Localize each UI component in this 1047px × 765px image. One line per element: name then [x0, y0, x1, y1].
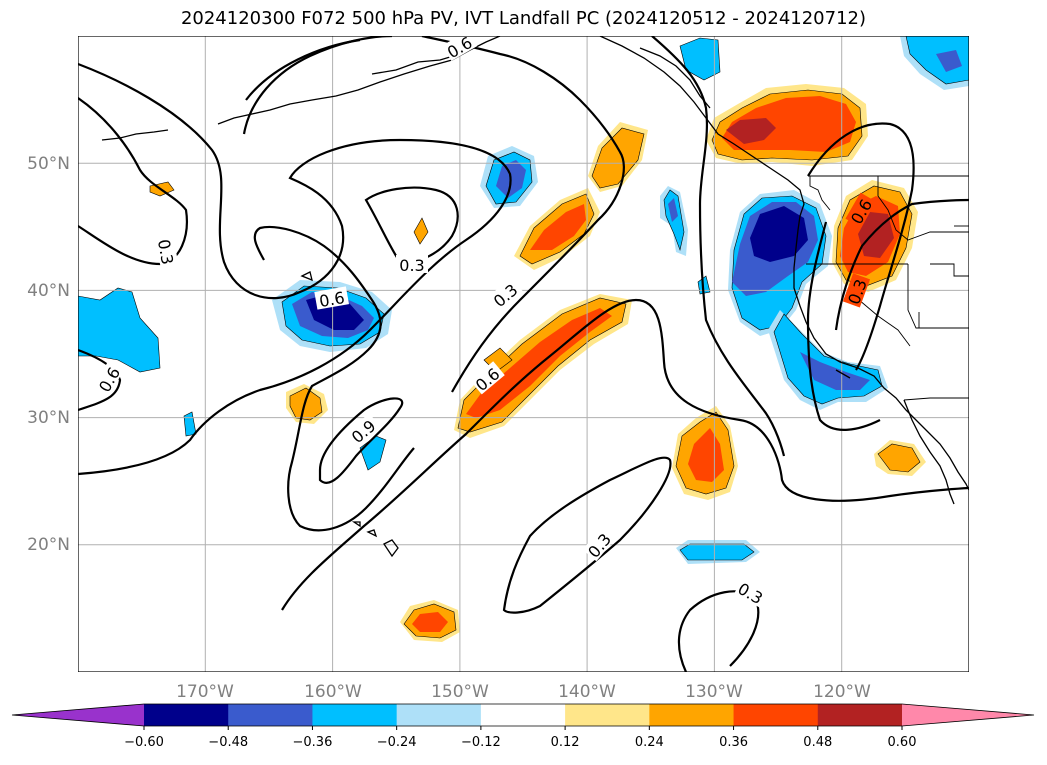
coastlines — [101, 36, 969, 558]
colorbar-segment — [228, 704, 313, 726]
colorbar-segment — [733, 704, 819, 726]
colorbar-segment — [480, 704, 566, 726]
colorbar-tick-label: −0.36 — [293, 735, 333, 750]
colorbar-tick-label: 0.36 — [719, 735, 748, 750]
contour-label: 0.6 — [318, 288, 346, 311]
colorbar-tick-label: 0.48 — [803, 735, 832, 750]
contour-label: 0.3 — [399, 256, 424, 275]
colorbar-tick-label: −0.60 — [124, 735, 164, 750]
pv-contours — [78, 36, 969, 672]
colorbar-tick-label: −0.24 — [377, 735, 417, 750]
lon-tick-label: 160°W — [304, 682, 362, 702]
lon-tick-label: 130°W — [685, 682, 743, 702]
lon-tick-label: 140°W — [558, 682, 616, 702]
colorbar-tick-label: −0.12 — [461, 735, 501, 750]
lon-tick-label: 120°W — [813, 682, 871, 702]
colorbar-extend-high — [902, 704, 1034, 726]
colorbar-tick-label: 0.60 — [888, 735, 917, 750]
pv-shading — [78, 36, 969, 642]
contour-label: 0.3 — [154, 238, 177, 266]
colorbar-segment — [817, 704, 903, 726]
map-title: 2024120300 F072 500 hPa PV, IVT Landfall… — [180, 8, 867, 29]
lon-tick-label: 150°W — [431, 682, 489, 702]
lat-tick-label: 50°N — [27, 154, 70, 174]
colorbar-segment — [144, 704, 229, 726]
lat-tick-label: 30°N — [27, 408, 70, 428]
map-plot-area: 0.6 0.3 0.3 0.6 0.6 0.3 0.9 0.6 0.3 0.3 … — [78, 36, 969, 672]
contour-labels: 0.6 0.3 0.3 0.6 0.6 0.3 0.9 0.6 0.3 0.3 … — [93, 36, 876, 608]
lon-tick-label: 170°W — [176, 682, 234, 702]
colorbar-tick-label: −0.48 — [208, 735, 248, 750]
lat-tick-labels: 50°N 40°N 30°N 20°N — [27, 154, 70, 555]
lon-tick-labels: 170°W 160°W 150°W 140°W 130°W 120°W — [176, 682, 871, 702]
colorbar-tick-label: 0.12 — [551, 735, 580, 750]
colorbar: −0.60 −0.48 −0.36 −0.24 −0.12 0.12 0.24 0.36 0.4… — [11, 703, 1035, 750]
gridlines — [78, 36, 969, 672]
colorbar-segment — [312, 704, 398, 726]
colorbar-tick-label: 0.24 — [635, 735, 664, 750]
colorbar-segment — [396, 704, 482, 726]
lat-tick-label: 20°N — [27, 535, 70, 555]
colorbar-segment — [565, 704, 650, 726]
political-borders — [806, 175, 969, 401]
colorbar-segment — [649, 704, 735, 726]
lat-tick-label: 40°N — [27, 281, 70, 301]
colorbar-extend-low — [12, 704, 144, 726]
